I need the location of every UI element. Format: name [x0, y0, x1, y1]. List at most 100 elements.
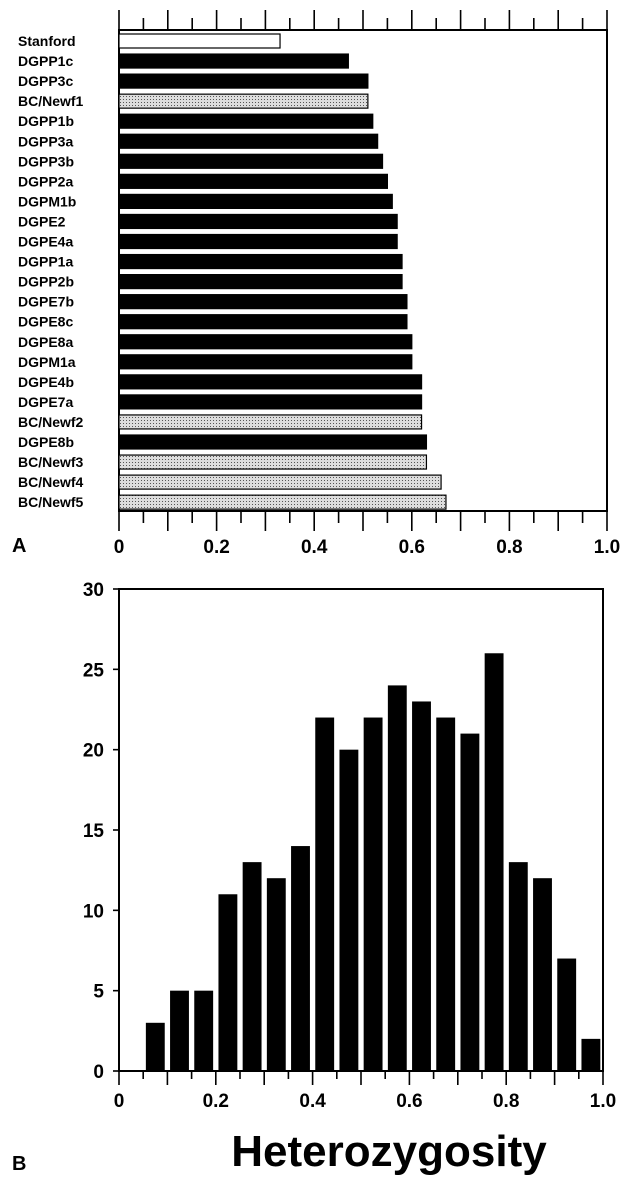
histogram-bar	[242, 862, 262, 1071]
panel-a-top-ticks	[118, 10, 608, 30]
category-label: DGPP1a	[18, 254, 73, 270]
category-label: DGPE7b	[18, 294, 74, 310]
category-label: DGPE4b	[18, 374, 74, 390]
y-tick-label: 30	[83, 580, 104, 601]
bar	[118, 113, 374, 129]
histogram-bar	[412, 701, 431, 1071]
bar	[118, 153, 384, 169]
bar	[118, 314, 408, 330]
y-tick-label: 25	[83, 660, 105, 681]
histogram-bar	[436, 717, 456, 1071]
bar	[118, 274, 403, 290]
histogram-bar	[533, 878, 552, 1071]
bar	[118, 334, 413, 350]
category-label: DGPE8c	[18, 314, 73, 330]
x-tick-label: 0.4	[299, 1091, 326, 1112]
histogram-bar	[460, 733, 480, 1071]
x-tick-label: 0.8	[496, 537, 522, 558]
category-label: DGPE8a	[18, 334, 73, 350]
y-tick-label: 0	[93, 1062, 104, 1083]
category-label: DGPM1b	[18, 193, 76, 209]
x-tick-label: 0.2	[203, 537, 229, 558]
bar	[118, 53, 349, 69]
histogram-bar	[484, 653, 504, 1071]
category-label: DGPP2a	[18, 173, 73, 189]
panel-b-y-tick-labels: 0 5 10 15 20 25 30	[83, 580, 105, 1083]
histogram-bar	[291, 846, 310, 1071]
category-label: DGPP1b	[18, 113, 74, 129]
category-label: DGPE8b	[18, 434, 74, 450]
x-axis-title: Heterozygosity	[231, 1127, 547, 1176]
bar	[118, 434, 428, 450]
bar	[118, 193, 393, 209]
bar	[118, 354, 413, 370]
y-tick-label: 15	[83, 821, 105, 842]
x-tick-label: 0.8	[493, 1091, 519, 1112]
bar	[118, 253, 403, 270]
bar	[118, 294, 408, 310]
panel-b-frame	[118, 588, 604, 1072]
histogram-bar	[170, 990, 189, 1071]
histogram-bar	[194, 990, 214, 1071]
bar	[118, 494, 447, 510]
panel-b-label: B	[12, 1153, 26, 1175]
category-label: DGPE4a	[18, 234, 73, 250]
x-tick-label: 0.6	[396, 1091, 422, 1112]
x-tick-label: 1.0	[590, 1091, 616, 1112]
histogram-bar	[557, 958, 577, 1071]
panel-a-bars	[118, 33, 447, 510]
panel-a-label: A	[12, 535, 26, 557]
bar	[118, 414, 423, 430]
category-label: DGPP2b	[18, 274, 74, 290]
y-tick-label: 10	[83, 901, 104, 922]
bar	[118, 33, 281, 49]
bar	[118, 173, 388, 189]
panel-a-bottom-ticks	[118, 511, 608, 531]
panel-b-x-tick-labels: 0 0.2 0.4 0.6 0.8 1.0	[114, 1091, 617, 1112]
histogram-bar	[339, 749, 359, 1071]
panel-b-ticks	[113, 588, 604, 1085]
x-tick-label: 0.4	[301, 537, 328, 558]
histogram-bar	[218, 894, 238, 1071]
category-label: BC/Newf3	[18, 454, 84, 470]
histogram-bar	[266, 878, 286, 1071]
bar	[118, 213, 398, 230]
category-label: BC/Newf1	[18, 93, 84, 109]
x-tick-label: 0	[114, 537, 125, 558]
x-tick-label: 0	[114, 1091, 125, 1112]
category-label: BC/Newf2	[18, 414, 84, 430]
category-label: DGPM1a	[18, 354, 76, 370]
histogram-bar	[387, 685, 407, 1071]
bar	[118, 133, 379, 149]
bar	[118, 93, 369, 109]
category-label: Stanford	[18, 33, 76, 49]
x-tick-label: 0.2	[203, 1091, 229, 1112]
x-tick-label: 0.6	[399, 537, 425, 558]
category-label: DGPP3b	[18, 153, 74, 169]
histogram-bar	[315, 717, 335, 1071]
panel-b-bars	[145, 653, 601, 1071]
panel-a-category-labels: Stanford DGPP1c DGPP3c BC/Newf1 DGPP1b DGPP3a…	[18, 33, 84, 510]
bar	[118, 374, 423, 390]
category-label: BC/Newf4	[18, 474, 84, 490]
histogram-bar	[145, 1022, 165, 1071]
y-tick-label: 20	[83, 741, 104, 762]
bar	[118, 233, 398, 250]
histogram-bar	[363, 717, 383, 1071]
category-label: DGPP3a	[18, 133, 73, 149]
panel-a-tick-labels: 0 0.2 0.4 0.6 0.8 1.0	[114, 537, 621, 558]
panel-a-chart: 0 0.2 0.4 0.6 0.8 1.0 Stanford DGPP1c DGPP3c BC/…	[12, 10, 620, 558]
category-label: DGPP1c	[18, 53, 73, 69]
histogram-bar	[581, 1038, 601, 1071]
category-label: DGPE2	[18, 213, 66, 229]
category-label: DGPE7a	[18, 394, 73, 410]
y-tick-label: 5	[93, 982, 104, 1003]
bar	[118, 73, 369, 89]
bar	[118, 474, 442, 490]
x-tick-label: 1.0	[594, 537, 620, 558]
category-label: BC/Newf5	[18, 494, 84, 510]
histogram-bar	[508, 862, 528, 1071]
bar	[118, 454, 428, 470]
category-label: DGPP3c	[18, 73, 73, 89]
